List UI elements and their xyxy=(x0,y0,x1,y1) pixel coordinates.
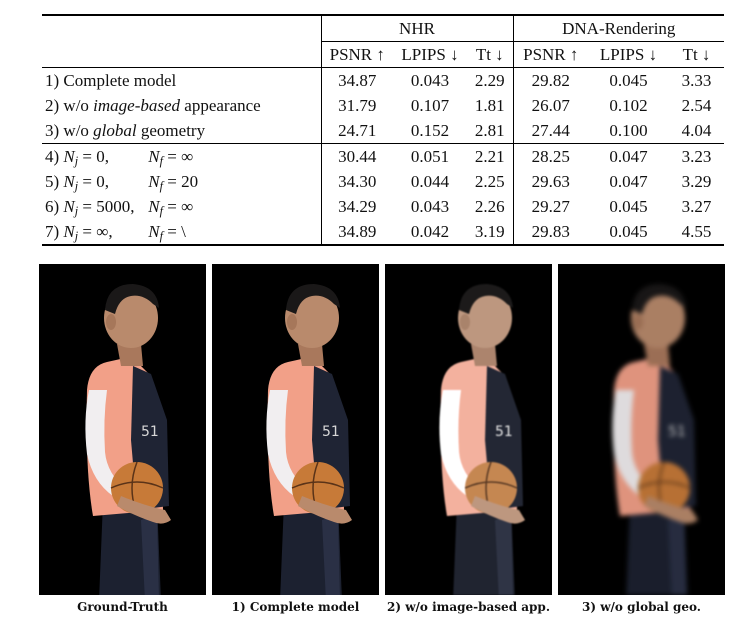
row-label: 4) Nj = 0, Nf = ∞ xyxy=(45,147,194,169)
table-cell: 24.71 xyxy=(320,118,393,144)
person-render-complete-model xyxy=(265,283,353,595)
table-row: 6) Nj = 5000, Nf = ∞ 34.29 0.043 2.26 29.… xyxy=(42,194,724,219)
figure-ground-truth xyxy=(39,264,206,595)
table-cell: 0.044 xyxy=(410,172,450,191)
table-cell: 29.63 xyxy=(512,169,589,194)
person-render-wo-image-based xyxy=(438,283,526,595)
table-cell: 0.043 xyxy=(410,197,450,216)
table-cell: 0.107 xyxy=(410,96,450,115)
table-cell: 0.100 xyxy=(609,121,648,140)
row-label: 7) Nj = ∞, Nf = \ xyxy=(45,222,186,244)
table-cell: 0.152 xyxy=(410,121,450,140)
column-header-dna-psnr: PSNR ↑ xyxy=(512,41,589,68)
column-header-dna-tt: Tt ↓ xyxy=(669,41,725,68)
row-label: 1) Complete model xyxy=(45,71,177,90)
table-row: 7) Nj = ∞, Nf = \ 34.89 0.042 3.19 29.83 … xyxy=(42,219,725,245)
table-cell: 2.21 xyxy=(474,147,505,166)
table-cell: 0.047 xyxy=(609,172,648,191)
header-empty-cell xyxy=(42,15,321,42)
table-cell: 0.045 xyxy=(609,197,648,216)
table-cell: 26.07 xyxy=(512,93,589,118)
table-cell: 2.81 xyxy=(474,121,505,140)
table-cell: 34.89 xyxy=(320,219,393,245)
row-label: 3) w/o global geometry xyxy=(45,121,206,140)
caption-ground-truth: Ground-Truth xyxy=(77,600,168,614)
table-cell: 3.27 xyxy=(681,197,712,216)
table-cell: 3.23 xyxy=(681,147,712,166)
figure-complete-model xyxy=(212,264,379,595)
table-row: 5) Nj = 0, Nf = 20 34.30 0.044 2.25 29.63… xyxy=(42,169,724,194)
table-cell: 2.25 xyxy=(474,172,505,191)
table-cell: 34.87 xyxy=(320,67,393,93)
row-label: 2) w/o image-based appearance xyxy=(45,96,261,115)
table-cell: 2.29 xyxy=(474,71,505,90)
table-cell: 0.102 xyxy=(609,96,648,115)
group-header-dna-rendering: DNA-Rendering xyxy=(512,15,725,42)
caption-wo-global-geo: 3) w/o global geo. xyxy=(582,600,701,614)
group-header-nhr: NHR xyxy=(320,15,514,42)
table-cell: 2.54 xyxy=(681,96,712,115)
table-cell: 28.25 xyxy=(512,143,589,169)
table-cell: 31.79 xyxy=(320,93,393,118)
figure-wo-global-geo xyxy=(558,264,725,595)
person-render-ground-truth xyxy=(84,283,172,595)
header-empty-cell xyxy=(42,42,321,68)
table-cell: 0.045 xyxy=(609,71,648,90)
table-cell: 29.83 xyxy=(512,219,589,245)
table-cell: 3.33 xyxy=(681,71,712,90)
table-cell: 3.19 xyxy=(474,222,505,241)
table-cell: 4.04 xyxy=(681,121,712,140)
row-label: 6) Nj = 5000, Nf = ∞ xyxy=(45,197,194,219)
table-row: 3) w/o global geometry 24.71 0.152 2.81 … xyxy=(42,118,724,144)
row-label: 5) Nj = 0, Nf = 20 xyxy=(45,172,199,194)
table-cell: 4.55 xyxy=(681,222,712,241)
table-row: 1) Complete model 34.87 0.043 2.29 29.82… xyxy=(42,67,725,93)
table-cell: 29.82 xyxy=(512,67,589,93)
table-cell: 1.81 xyxy=(474,96,505,115)
ablation-table-container: NHR DNA-Rendering PSNR ↑ LPIPS ↓ Tt ↓ PS… xyxy=(42,14,725,246)
table-cell: 34.30 xyxy=(320,169,393,194)
figure-wo-image-based xyxy=(385,264,552,595)
column-header-nhr-lpips: LPIPS ↓ xyxy=(393,41,467,68)
person-render-wo-global-geo xyxy=(611,283,699,595)
caption-complete-model: 1) Complete model xyxy=(231,600,360,614)
table-cell: 27.44 xyxy=(512,118,589,144)
table-cell: 0.042 xyxy=(410,222,450,241)
column-header-dna-lpips: LPIPS ↓ xyxy=(588,41,670,68)
table-cell: 29.27 xyxy=(512,194,589,219)
ablation-table: NHR DNA-Rendering PSNR ↑ LPIPS ↓ Tt ↓ PS… xyxy=(42,14,725,246)
table-cell: 2.26 xyxy=(474,197,505,216)
table-cell: 34.29 xyxy=(320,194,393,219)
table-row: 4) Nj = 0, Nf = ∞ 30.44 0.051 2.21 28.25 … xyxy=(42,143,725,169)
table-cell: 0.051 xyxy=(410,147,450,166)
table-cell: 0.047 xyxy=(609,147,648,166)
column-header-nhr-tt: Tt ↓ xyxy=(467,41,514,68)
caption-wo-image-based: 2) w/o image-based app. xyxy=(387,600,550,614)
table-row: 2) w/o image-based appearance 31.79 0.10… xyxy=(42,93,724,118)
table-cell: 0.043 xyxy=(410,71,450,90)
column-header-nhr-psnr: PSNR ↑ xyxy=(320,41,393,68)
table-cell: 0.045 xyxy=(609,222,648,241)
table-cell: 30.44 xyxy=(320,143,393,169)
table-cell: 3.29 xyxy=(681,172,712,191)
